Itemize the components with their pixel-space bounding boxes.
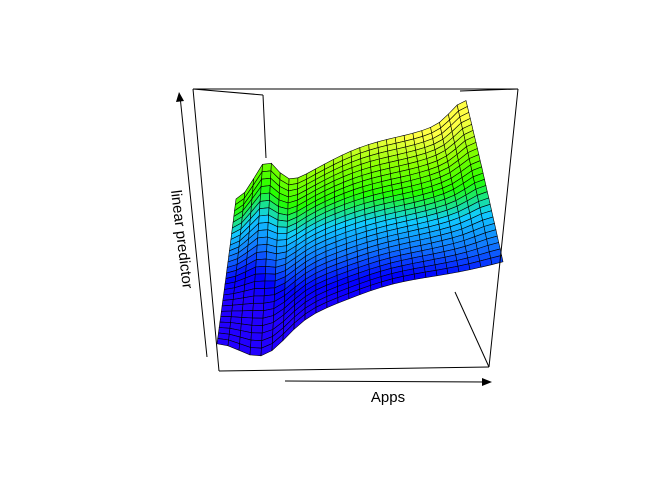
surface-facet bbox=[276, 233, 288, 241]
surface-facet bbox=[255, 258, 267, 268]
x-axis-label: Apps bbox=[371, 389, 405, 406]
surface-facet bbox=[250, 332, 263, 342]
surface-facet bbox=[253, 280, 266, 290]
surface-facet bbox=[253, 288, 265, 297]
box-edge-back-right-top bbox=[459, 88, 519, 92]
box-back-edges bbox=[192, 88, 519, 159]
surface-facet bbox=[261, 162, 272, 173]
surface-facet bbox=[231, 303, 244, 312]
surface-facet bbox=[258, 207, 270, 217]
surface-facet bbox=[260, 185, 271, 195]
z-axis-line bbox=[179, 95, 208, 358]
surface-facet bbox=[230, 310, 243, 318]
z-axis-arrowhead bbox=[176, 92, 184, 102]
surface-facet bbox=[220, 310, 233, 318]
surface-facet bbox=[277, 226, 288, 234]
box-edge-inner-vertical bbox=[262, 94, 267, 159]
surface-facet bbox=[257, 229, 269, 239]
surface-facet bbox=[265, 258, 277, 268]
surface-facet bbox=[255, 251, 267, 261]
box-edge-floor-diagonal bbox=[454, 291, 490, 368]
x-axis-arrowhead bbox=[482, 378, 492, 386]
box-edge-left bbox=[192, 88, 220, 372]
box-front-edges bbox=[192, 88, 519, 372]
surface-facet bbox=[221, 304, 233, 312]
surface-facet bbox=[249, 347, 262, 357]
surface-facet bbox=[251, 324, 263, 334]
x-axis: Apps bbox=[284, 378, 492, 406]
surface-facet bbox=[256, 243, 268, 253]
z-axis: linear predictor bbox=[167, 92, 208, 358]
surface-facet bbox=[221, 299, 234, 307]
surface-facet bbox=[242, 302, 254, 312]
surface-facet bbox=[265, 265, 277, 275]
surface-facet bbox=[254, 265, 267, 275]
surface-facet bbox=[253, 295, 265, 304]
box-edge-inner-top bbox=[192, 88, 264, 96]
surface-facet bbox=[261, 170, 272, 180]
surface-facet bbox=[251, 317, 264, 326]
box-edge-bottom bbox=[218, 366, 490, 372]
surface-facet bbox=[260, 177, 271, 187]
surface-facet bbox=[264, 280, 276, 289]
surface-facet bbox=[250, 339, 263, 349]
surface-facet bbox=[252, 310, 264, 319]
box-edge-right bbox=[488, 88, 519, 368]
surface-facet bbox=[277, 219, 288, 228]
surface-facet bbox=[216, 338, 229, 347]
x-axis-line bbox=[284, 380, 488, 383]
surface-facet bbox=[264, 273, 276, 282]
surface-facet bbox=[256, 236, 268, 246]
surface-mesh bbox=[216, 100, 504, 357]
surface-facet bbox=[219, 316, 232, 323]
surface-facet bbox=[254, 273, 266, 282]
surface-facet bbox=[252, 302, 265, 312]
surface-facet bbox=[259, 199, 270, 210]
surface-facet bbox=[257, 221, 269, 231]
surface-facet bbox=[241, 310, 254, 319]
surface-facet bbox=[258, 214, 269, 224]
